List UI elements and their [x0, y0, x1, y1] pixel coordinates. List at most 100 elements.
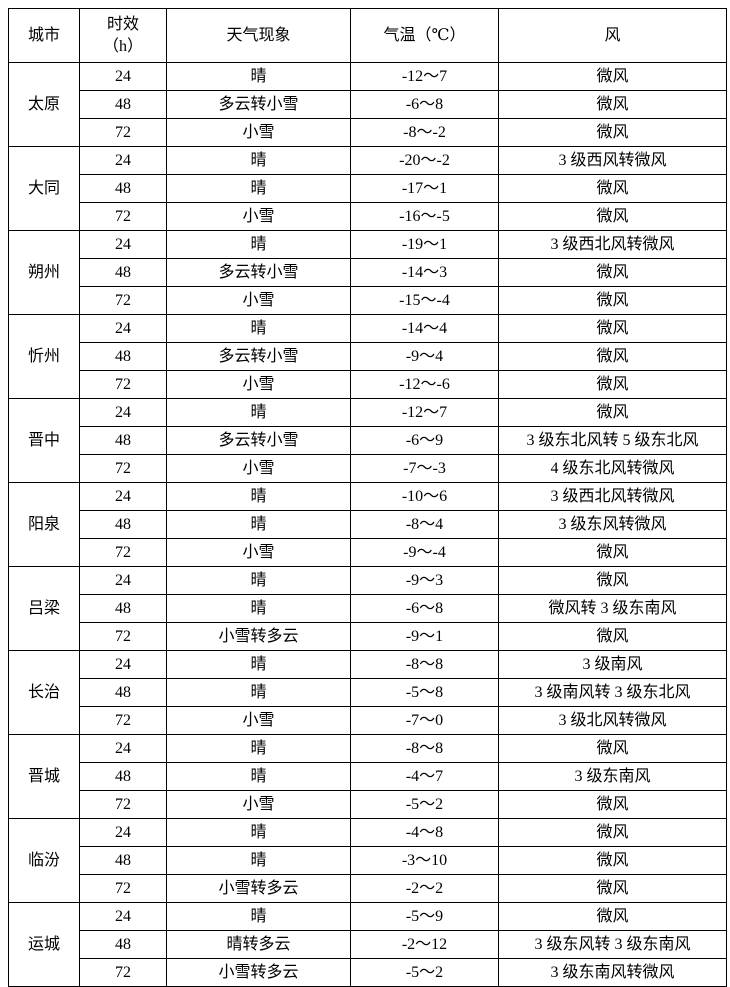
forecast-hours: 72: [79, 622, 167, 651]
forecast-hours: 24: [79, 818, 167, 847]
temperature-range: -6～8: [350, 594, 499, 623]
wind: 微风: [498, 902, 727, 931]
forecast-hours: 72: [79, 874, 167, 903]
weather-phenomenon: 晴: [166, 146, 351, 175]
city-name: 晋中: [8, 398, 80, 483]
weather-phenomenon: 小雪: [166, 202, 351, 231]
wind: 3 级东北风转 5 级东北风: [498, 426, 727, 455]
weather-phenomenon: 晴: [166, 510, 351, 539]
wind: 4 级东北风转微风: [498, 454, 727, 483]
table-row: 48 晴转多云 -2～12 3 级东风转 3 级东南风: [9, 930, 727, 959]
temperature-range: -5～2: [350, 790, 499, 819]
forecast-hours: 48: [79, 930, 167, 959]
table-row: 48 晴 -5～8 3 级南风转 3 级东北风: [9, 678, 727, 707]
forecast-hours: 24: [79, 398, 167, 427]
weather-phenomenon: 晴: [166, 762, 351, 791]
weather-phenomenon: 晴: [166, 902, 351, 931]
table-row: 72 小雪转多云 -2～2 微风: [9, 874, 727, 903]
table-row: 48 晴 -3～10 微风: [9, 846, 727, 875]
table-row: 太原 24 晴 -12～7 微风: [8, 62, 727, 147]
city-name: 忻州: [8, 314, 80, 399]
wind: 微风: [498, 622, 727, 651]
temperature-range: -6～8: [350, 90, 499, 119]
temperature-range: -12～7: [350, 398, 499, 427]
temperature-range: -12～7: [350, 62, 499, 91]
temperature-range: -8～8: [350, 650, 499, 679]
wind: 微风: [498, 818, 727, 847]
city-name: 临汾: [8, 818, 80, 903]
table-row: 72 小雪 -9～-4 微风: [9, 538, 727, 567]
weather-phenomenon: 小雪: [166, 706, 351, 735]
header-weather: 天气现象: [166, 8, 351, 63]
forecast-hours: 48: [79, 846, 167, 875]
weather-phenomenon: 小雪转多云: [166, 958, 351, 987]
weather-phenomenon: 小雪: [166, 286, 351, 315]
temperature-range: -2～2: [350, 874, 499, 903]
table-row: 48 多云转小雪 -6～9 3 级东北风转 5 级东北风: [9, 426, 727, 455]
weather-phenomenon: 小雪转多云: [166, 622, 351, 651]
forecast-hours: 24: [79, 902, 167, 931]
table-row: 吕梁 24 晴 -9～3 微风: [8, 566, 727, 651]
weather-phenomenon: 晴: [166, 650, 351, 679]
temperature-range: -5～8: [350, 678, 499, 707]
temperature-range: -15～-4: [350, 286, 499, 315]
temperature-range: -8～4: [350, 510, 499, 539]
weather-phenomenon: 晴: [166, 594, 351, 623]
forecast-table: 城市 时效 （h） 天气现象 气温（℃） 风 太原 24 晴 -12～7 微风 48 多云转…: [8, 8, 727, 987]
weather-phenomenon: 晴: [166, 566, 351, 595]
temperature-range: -17～1: [350, 174, 499, 203]
wind: 3 级东南风: [498, 762, 727, 791]
table-row: 48 晴 -17～1 微风: [9, 174, 727, 203]
temperature-range: -2～12: [350, 930, 499, 959]
city-name: 朔州: [8, 230, 80, 315]
wind: 3 级西风转微风: [498, 146, 727, 175]
temperature-range: -8～8: [350, 734, 499, 763]
table-row: 72 小雪 -7～-3 4 级东北风转微风: [9, 454, 727, 483]
forecast-hours: 72: [79, 370, 167, 399]
temperature-range: -8～-2: [350, 118, 499, 147]
wind: 微风: [498, 62, 727, 91]
temperature-range: -5～9: [350, 902, 499, 931]
forecast-hours: 24: [79, 734, 167, 763]
weather-phenomenon: 晴: [166, 230, 351, 259]
header-row: 城市 时效 （h） 天气现象 气温（℃） 风: [8, 8, 727, 63]
temperature-range: -9～-4: [350, 538, 499, 567]
forecast-hours: 48: [79, 426, 167, 455]
table-row: 晋中 24 晴 -12～7 微风: [8, 398, 727, 483]
temperature-range: -5～2: [350, 958, 499, 987]
table-row: 48 晴 -4～7 3 级东南风: [9, 762, 727, 791]
weather-phenomenon: 小雪: [166, 454, 351, 483]
table-row: 72 小雪 -15～-4 微风: [9, 286, 727, 315]
forecast-hours: 72: [79, 118, 167, 147]
table-body: 太原 24 晴 -12～7 微风 48 多云转小雪 -6～8 微风 72 小雪 -8～-2 微风 大同 24…: [8, 62, 727, 987]
city-name: 大同: [8, 146, 80, 231]
wind: 3 级西北风转微风: [498, 230, 727, 259]
temperature-range: -14～4: [350, 314, 499, 343]
temperature-range: -9～3: [350, 566, 499, 595]
table-row: 48 晴 -8～4 3 级东风转微风: [9, 510, 727, 539]
forecast-hours: 72: [79, 790, 167, 819]
table-row: 72 小雪 -5～2 微风: [9, 790, 727, 819]
header-city: 城市: [8, 8, 80, 63]
temperature-range: -7～-3: [350, 454, 499, 483]
table-row: 朔州 24 晴 -19～1 3 级西北风转微风: [8, 230, 727, 315]
forecast-hours: 24: [79, 482, 167, 511]
weather-phenomenon: 晴: [166, 734, 351, 763]
wind: 3 级南风转 3 级东北风: [498, 678, 727, 707]
header-period-line2: （h）: [102, 37, 143, 55]
temperature-range: -20～-2: [350, 146, 499, 175]
wind: 3 级东风转 3 级东南风: [498, 930, 727, 959]
forecast-hours: 48: [79, 510, 167, 539]
temperature-range: -19～1: [350, 230, 499, 259]
forecast-hours: 72: [79, 286, 167, 315]
table-row: 大同 24 晴 -20～-2 3 级西风转微风: [8, 146, 727, 231]
table-row: 72 小雪转多云 -9～1 微风: [9, 622, 727, 651]
table-row: 72 小雪 -7～0 3 级北风转微风: [9, 706, 727, 735]
header-wind: 风: [498, 8, 727, 63]
weather-phenomenon: 小雪: [166, 118, 351, 147]
table-header: 城市 时效 （h） 天气现象 气温（℃） 风: [8, 8, 727, 63]
weather-phenomenon: 晴: [166, 398, 351, 427]
temperature-range: -7～0: [350, 706, 499, 735]
temperature-range: -12～-6: [350, 370, 499, 399]
wind: 3 级东风转微风: [498, 510, 727, 539]
